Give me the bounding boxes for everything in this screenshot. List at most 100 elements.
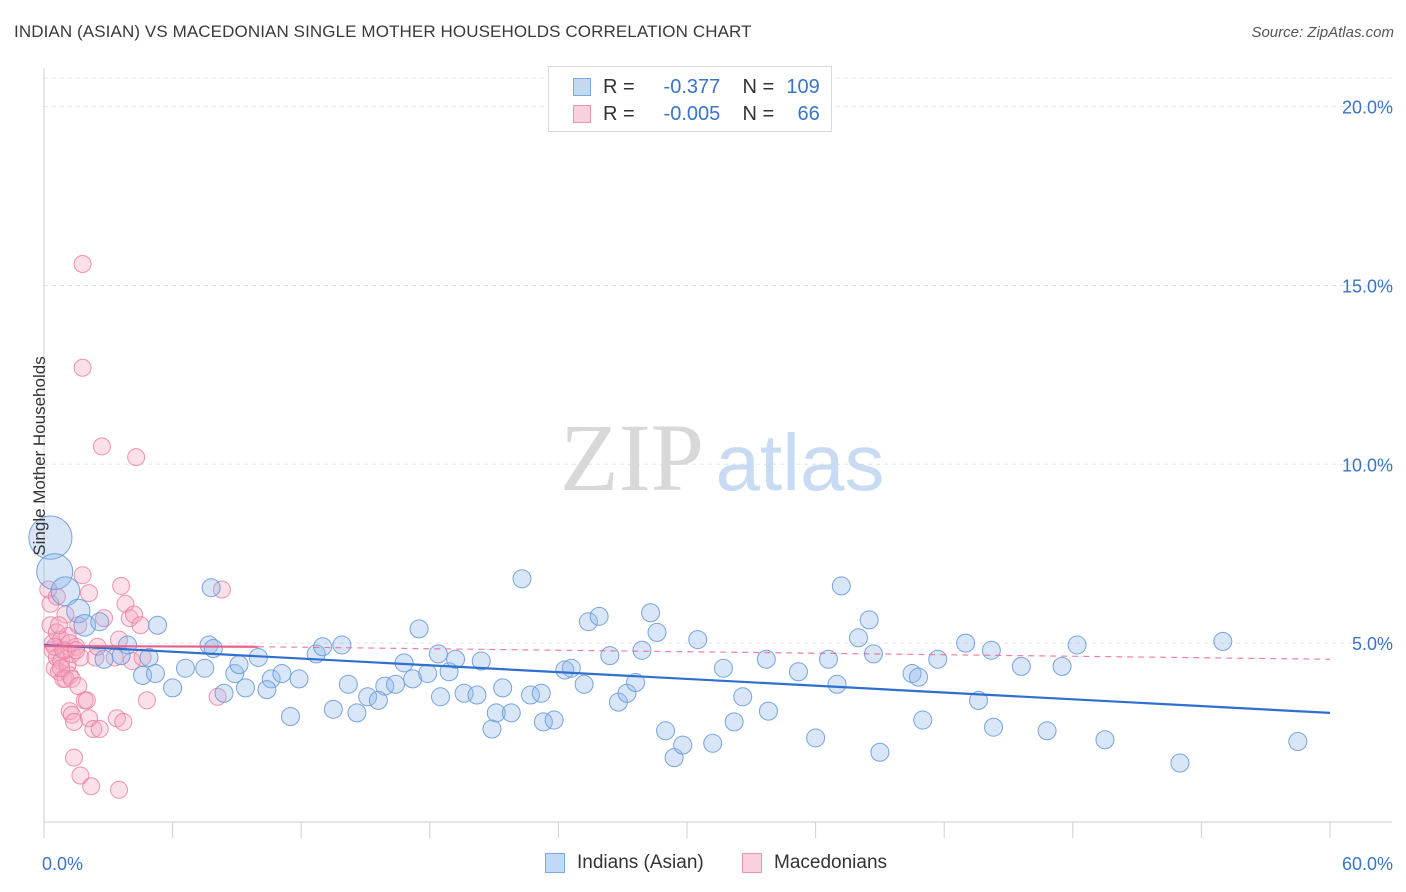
- indians-point: [148, 615, 168, 635]
- indians-point: [626, 673, 646, 692]
- macedonians-point: [62, 705, 81, 724]
- indians-point: [733, 687, 753, 707]
- indians-point: [261, 669, 281, 689]
- indians-point: [908, 667, 928, 687]
- watermark: ZIP atlas: [560, 404, 884, 511]
- indians-point: [574, 674, 594, 694]
- indians-point: [66, 598, 91, 624]
- macedonians-point: [90, 720, 109, 738]
- indians-point: [90, 612, 110, 632]
- macedonians-point: [131, 616, 150, 635]
- r-value: -0.377: [663, 75, 721, 98]
- indians-point: [600, 646, 620, 666]
- macedonians-point: [65, 748, 84, 767]
- macedonians-point: [80, 709, 99, 728]
- indians-point: [272, 664, 292, 684]
- macedonians-point: [80, 584, 99, 603]
- trend-lines: [43, 643, 1331, 715]
- y-tick-label: 10.0%: [1342, 455, 1393, 475]
- correlation-legend: R = -0.377 N = 109 R = -0.005 N = 66: [548, 66, 832, 132]
- indians-point: [641, 603, 661, 623]
- macedonians-point: [112, 576, 131, 595]
- indians-point: [561, 658, 581, 678]
- indians-point: [471, 651, 491, 671]
- indians-point: [758, 701, 778, 721]
- r-value: -0.005: [663, 102, 721, 125]
- indians-point: [118, 635, 138, 655]
- indians-point: [756, 649, 776, 669]
- macedonians-point: [208, 687, 227, 706]
- indians-point: [94, 649, 114, 669]
- macedonians-point: [125, 605, 144, 624]
- indians-point: [50, 576, 81, 607]
- indians-point: [358, 687, 378, 707]
- indians-point: [870, 742, 890, 762]
- indians-point: [493, 678, 513, 698]
- macedonians-point: [52, 659, 71, 678]
- macedonians-point: [92, 437, 111, 456]
- y-tick-label: 15.0%: [1342, 276, 1393, 296]
- indians-point: [386, 674, 406, 694]
- legend-label: Indians (Asian): [577, 852, 704, 873]
- indians-point: [501, 703, 521, 723]
- indians-point: [332, 635, 352, 655]
- macedonians-point: [47, 587, 66, 606]
- indians-point: [1288, 732, 1308, 752]
- macedonians-point: [84, 720, 103, 738]
- macedonians-points: [39, 255, 231, 799]
- indians-point: [983, 717, 1003, 737]
- indians-point: [703, 733, 723, 753]
- indians-point: [913, 710, 933, 730]
- indians-trend-line: [43, 643, 1331, 715]
- indians-point: [818, 649, 838, 669]
- indians-point: [1170, 753, 1190, 773]
- indians-point: [36, 553, 74, 591]
- indians-point: [229, 655, 249, 675]
- macedonians-point: [110, 780, 129, 799]
- indians-point: [428, 644, 448, 664]
- n-value: 66: [797, 102, 820, 125]
- macedonians-point: [71, 766, 90, 785]
- indians-point: [673, 735, 693, 755]
- y-axis-label: Single Mother Households: [30, 356, 49, 556]
- indians-point: [589, 606, 609, 626]
- y-tick-label: 5.0%: [1352, 634, 1393, 654]
- indians-point: [431, 687, 451, 707]
- indians-point: [338, 674, 358, 694]
- y-tick-label: 20.0%: [1342, 98, 1393, 118]
- indians-point: [201, 578, 221, 598]
- indians-point: [214, 683, 234, 703]
- macedonians-point: [73, 566, 92, 585]
- indians-point: [831, 576, 851, 596]
- legend-label: Macedonians: [774, 852, 888, 873]
- indians-point: [688, 630, 708, 650]
- indians-point: [956, 633, 976, 653]
- indians-point: [848, 628, 868, 648]
- axes: [43, 68, 1392, 838]
- legend-swatch-blue: [545, 853, 565, 873]
- indians-point: [235, 678, 255, 698]
- indians-point: [482, 719, 502, 739]
- indians-point: [139, 647, 159, 667]
- indians-point: [632, 640, 652, 660]
- indians-point: [409, 619, 429, 639]
- indians-point: [1037, 721, 1057, 741]
- indians-point: [28, 515, 73, 560]
- indians-point: [73, 613, 97, 637]
- indians-point: [968, 690, 988, 710]
- legend-item-indians[interactable]: Indians (Asian): [545, 852, 704, 874]
- tick-labels: 5.0% 10.0% 15.0% 20.0% 0.0% 60.0%: [42, 98, 1393, 874]
- indians-point: [788, 662, 808, 682]
- macedonians-point: [62, 669, 81, 688]
- indians-point: [163, 678, 183, 698]
- macedonians-point: [114, 712, 133, 731]
- legend-swatch-blue: [573, 78, 591, 96]
- indians-point: [647, 622, 667, 642]
- indians-point: [656, 721, 676, 741]
- indians-point: [806, 728, 826, 748]
- indians-point: [347, 703, 367, 723]
- legend-item-macedonians[interactable]: Macedonians: [742, 852, 887, 874]
- indians-point: [446, 649, 466, 669]
- indians-point: [1213, 631, 1233, 651]
